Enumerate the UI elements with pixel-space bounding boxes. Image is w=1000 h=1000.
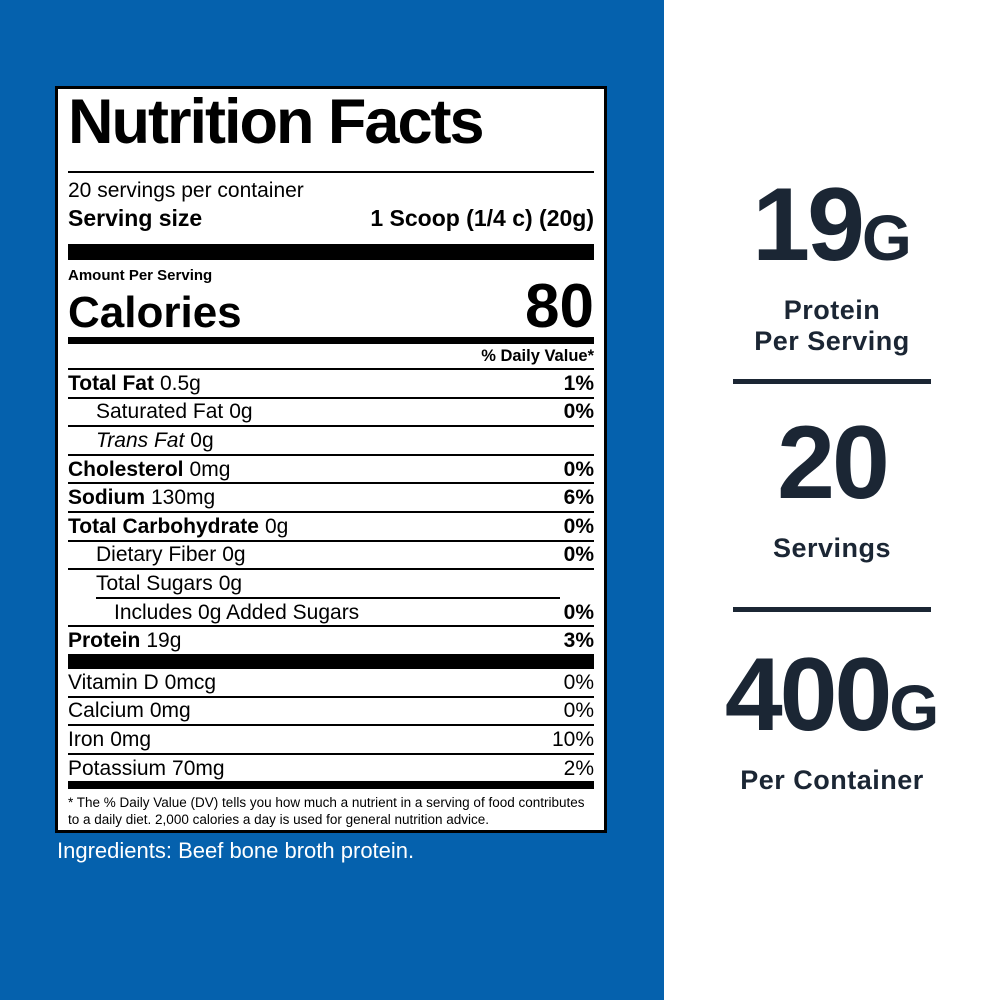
micronutrient-rows: Vitamin D 0mcg 0% Calcium 0mg 0% Iron 0mg 10% Pot… (68, 669, 594, 781)
nutrient-amount: 0.5g (159, 371, 201, 395)
indented-hairline (96, 596, 560, 599)
nutrient-row: Total Fat 0.5g 1% (68, 368, 594, 397)
nutrient-row: Cholesterol 0mg 0% (68, 453, 594, 483)
stat-servings: 20 Servings (664, 411, 1000, 564)
nutrient-name: Includes 0g Added Sugars (114, 600, 360, 624)
nutrient-name: Cholesterol 0mg (68, 457, 231, 481)
stat-label-line: Per Container (740, 765, 924, 795)
stat-servings-value: 20 (664, 411, 1000, 515)
nutrient-row: Includes 0g Added Sugars 0% (68, 599, 594, 626)
daily-value-percent: 0% (563, 600, 594, 624)
blue-background-panel: Nutrition Facts 20 servings per containe… (0, 0, 664, 1000)
nutrient-row: Dietary Fiber 0g 0% (68, 539, 594, 569)
stat-container-unit: G (889, 672, 940, 744)
nutrient-row: Sodium 130mg 6% (68, 482, 594, 511)
daily-value-percent: 3% (563, 629, 594, 653)
nutrient-name: Potassium 70mg (68, 756, 225, 780)
daily-value-percent: 10% (551, 727, 594, 751)
medium-separator-bar (68, 337, 594, 344)
stats-divider (733, 607, 931, 612)
nutrient-row: Saturated Fat 0g 0% (68, 396, 594, 426)
calories-value: 80 (525, 272, 594, 341)
nutrient-amount: 130mg (151, 486, 216, 510)
nutrient-name: Total Sugars 0g (96, 571, 243, 595)
daily-value-percent: 0% (563, 457, 594, 481)
nutrient-name: Trans Fat 0g (96, 428, 214, 452)
ingredients-text: Ingredients: Beef bone broth protein. (57, 838, 415, 863)
nutrient-amount: 0mg (110, 727, 152, 751)
nutrient-row: Total Carbohydrate 0g 0% (68, 510, 594, 540)
nutrient-name: Iron 0mg (68, 727, 152, 751)
daily-value-percent: 0% (563, 400, 594, 424)
title-divider (68, 171, 594, 173)
nutrient-row: Iron 0mg 10% (68, 724, 594, 753)
stat-servings-label: Servings (664, 533, 1000, 564)
amount-per-serving-label: Amount Per Serving (68, 267, 213, 284)
nutrient-amount: 0g (222, 543, 246, 567)
stats-panel: 19G Protein Per Serving 20 Servings 400G… (664, 0, 1000, 1000)
daily-value-percent: 2% (563, 756, 594, 780)
nutrition-facts-label: Nutrition Facts 20 servings per containe… (55, 86, 607, 833)
nutrient-rows: Total Fat 0.5g 1% Saturated Fat 0g 0% Trans Fa… (68, 368, 594, 654)
nutrient-amount: 0g (190, 428, 214, 452)
nutrient-amount: 0g (229, 400, 253, 424)
nutrient-amount: 0mg (189, 457, 231, 481)
nutrient-amount: 0g (218, 571, 243, 595)
daily-value-footnote: * The % Daily Value (DV) tells you how m… (68, 795, 585, 828)
serving-size-label: Serving size (68, 205, 203, 231)
serving-size-row: Serving size 1 Scoop (1/4 c) (20g) (68, 206, 594, 231)
nutrient-row: Vitamin D 0mcg 0% (68, 669, 594, 696)
nutrient-amount: 70mg (172, 756, 225, 780)
stat-container-number: 400 (724, 637, 893, 753)
daily-value-percent: 0% (563, 514, 594, 538)
thick-separator-bar (68, 653, 594, 669)
stat-label-line: Servings (772, 533, 892, 563)
nutrient-amount: 0mcg (164, 670, 217, 694)
stat-label-line: Protein (783, 295, 881, 325)
daily-value-percent: 1% (563, 371, 594, 395)
nutrient-name: Saturated Fat 0g (96, 400, 253, 424)
serving-size-value: 1 Scoop (1/4 c) (20g) (370, 205, 594, 231)
nutrient-row: Total Sugars 0g (68, 568, 594, 597)
stat-protein-unit: G (861, 202, 912, 274)
nutrient-amount: 0mg (149, 699, 191, 723)
stat-container-label: Per Container (664, 765, 1000, 796)
nutrient-name: Total Carbohydrate 0g (68, 514, 289, 538)
daily-value-percent: 0% (563, 543, 594, 567)
daily-value-header: % Daily Value* (481, 347, 594, 365)
calories-label: Calories (68, 288, 242, 337)
nutrient-amount: 19g (146, 629, 182, 653)
daily-value-percent: 0% (563, 670, 594, 694)
stat-label-line: Per Serving (754, 326, 910, 356)
stat-container-value: 400G (664, 643, 1000, 747)
nutrient-name: Vitamin D 0mcg (68, 670, 217, 694)
nutrient-name: Total Fat 0.5g (68, 371, 201, 395)
stat-protein-number: 19 (752, 167, 865, 283)
nutrient-row: Potassium 70mg 2% (68, 752, 594, 782)
stat-protein-label: Protein Per Serving (664, 295, 1000, 357)
stats-divider (733, 379, 931, 384)
nutrition-facts-title: Nutrition Facts (68, 87, 485, 157)
nutrient-name: Protein 19g (68, 629, 182, 653)
daily-value-percent: 6% (563, 486, 594, 510)
servings-per-container-text: 20 servings per container (68, 179, 304, 202)
nutrient-row: Trans Fat 0g (68, 425, 594, 454)
nutrient-name: Sodium 130mg (68, 486, 216, 510)
stat-servings-number: 20 (777, 405, 890, 521)
stat-protein-per-serving: 19G Protein Per Serving (664, 173, 1000, 357)
nutrient-name: Dietary Fiber 0g (96, 543, 246, 567)
nutrient-amount: 0g (264, 514, 289, 538)
nutrient-row: Calcium 0mg 0% (68, 695, 594, 725)
thick-separator-bar (68, 244, 594, 260)
medium-separator-bar (68, 781, 594, 790)
nutrient-name: Calcium 0mg (68, 699, 191, 723)
stat-protein-value: 19G (664, 173, 1000, 277)
daily-value-percent: 0% (563, 699, 594, 723)
nutrient-row: Protein 19g 3% (68, 625, 594, 654)
calories-row: Calories 80 (68, 272, 594, 341)
stat-per-container: 400G Per Container (664, 643, 1000, 796)
